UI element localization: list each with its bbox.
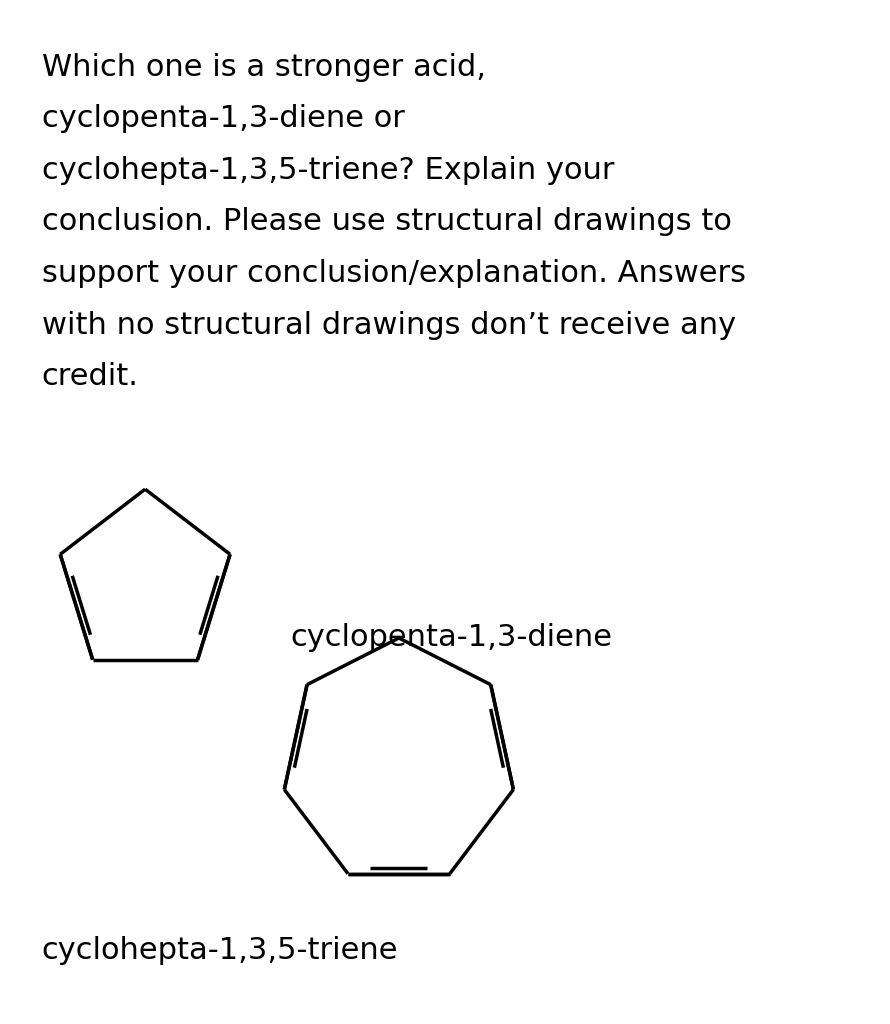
Text: cyclohepta-1,3,5-triene? Explain your: cyclohepta-1,3,5-triene? Explain your (42, 156, 614, 185)
Text: Which one is a stronger acid,: Which one is a stronger acid, (42, 53, 486, 82)
Text: conclusion. Please use structural drawings to: conclusion. Please use structural drawin… (42, 208, 732, 237)
Text: support your conclusion/explanation. Answers: support your conclusion/explanation. Ans… (42, 259, 746, 288)
Text: cyclohepta-1,3,5-triene: cyclohepta-1,3,5-triene (42, 936, 398, 965)
Text: cyclopenta-1,3-diene or: cyclopenta-1,3-diene or (42, 104, 405, 133)
Text: with no structural drawings don’t receive any: with no structural drawings don’t receiv… (42, 310, 736, 340)
Text: cyclopenta-1,3-diene: cyclopenta-1,3-diene (291, 624, 613, 652)
Text: credit.: credit. (42, 362, 139, 391)
